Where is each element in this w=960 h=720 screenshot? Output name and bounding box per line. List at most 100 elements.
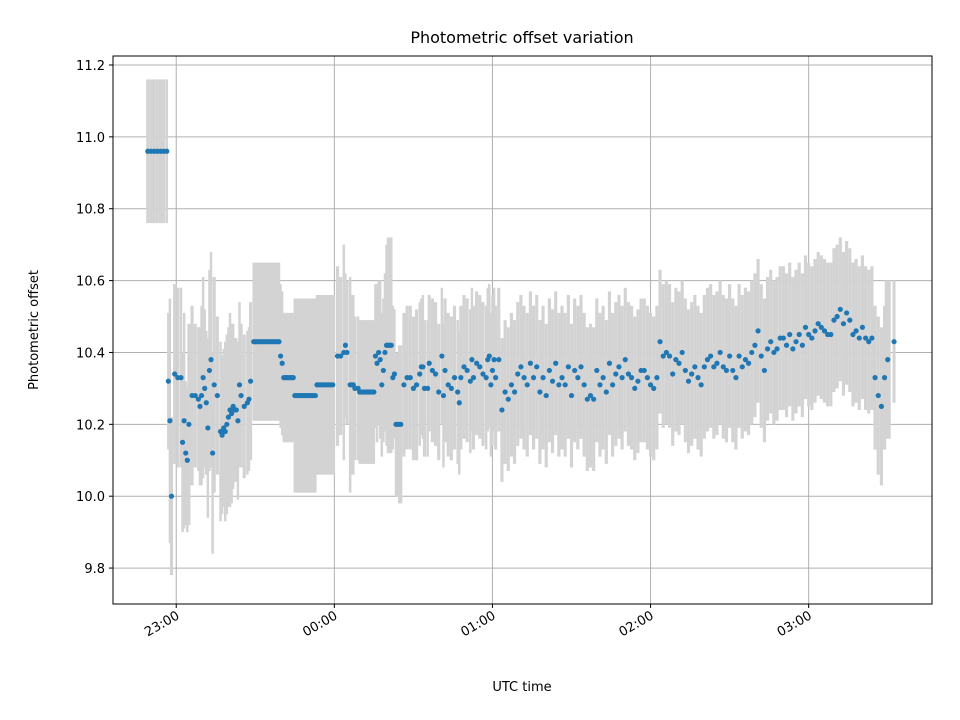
data-point [733, 375, 739, 381]
data-point [559, 375, 565, 381]
data-point [704, 357, 711, 363]
data-point [530, 375, 537, 381]
data-point [600, 375, 606, 381]
data-point [493, 375, 499, 381]
data-point [200, 375, 206, 381]
data-point [372, 353, 379, 359]
data-point [698, 382, 704, 388]
data-point [761, 367, 768, 374]
data-point [651, 385, 657, 391]
data-point [856, 335, 862, 341]
data-point [379, 382, 385, 388]
data-point [543, 392, 549, 399]
data-point [502, 389, 508, 395]
data-point [165, 378, 171, 384]
data-point [225, 414, 232, 420]
data-point [374, 360, 380, 366]
data-point [717, 349, 723, 356]
data-point [837, 306, 843, 312]
data-point [587, 392, 594, 399]
data-point [853, 328, 859, 334]
data-point [480, 371, 486, 377]
data-point [632, 385, 638, 391]
data-point [330, 382, 336, 388]
data-point [641, 367, 647, 374]
data-point [613, 371, 619, 377]
data-point [603, 389, 609, 395]
data-point [692, 364, 698, 370]
y-tick-label: 11.0 [76, 131, 105, 146]
data-point [679, 349, 685, 356]
x-tick-label: 02:00 [617, 608, 657, 640]
data-point [290, 375, 296, 381]
data-point [181, 418, 187, 424]
data-point [787, 331, 793, 338]
data-point [685, 378, 692, 384]
data-point [491, 357, 497, 363]
data-point [376, 349, 382, 356]
data-point [628, 375, 635, 381]
data-point [436, 389, 442, 395]
data-point [619, 375, 625, 381]
data-point [755, 328, 761, 334]
data-point [208, 357, 214, 363]
data-point [461, 364, 467, 370]
data-point [736, 353, 742, 359]
x-tick-label: 03:00 [775, 608, 815, 640]
data-point [806, 331, 812, 338]
data-point [622, 357, 628, 363]
data-point [597, 382, 603, 388]
data-point [483, 375, 489, 381]
data-point [869, 335, 875, 341]
data-point [670, 371, 676, 377]
data-point [676, 360, 682, 366]
data-point [663, 349, 669, 356]
data-point [222, 428, 228, 435]
data-point [228, 410, 235, 417]
data-point [238, 392, 244, 399]
data-point [549, 378, 556, 384]
y-tick-label: 10.4 [76, 346, 105, 361]
data-point [553, 360, 559, 366]
data-point [739, 364, 745, 370]
data-point [764, 346, 771, 352]
data-point [774, 346, 780, 352]
x-tick-label: 01:00 [459, 608, 499, 640]
data-point [657, 339, 663, 345]
data-point [192, 392, 198, 399]
data-point [508, 382, 515, 388]
data-point [666, 353, 673, 359]
data-point [205, 425, 211, 431]
data-point [584, 396, 590, 402]
data-point [682, 367, 688, 374]
data-point [866, 339, 872, 345]
x-axis-label: UTC time [492, 680, 551, 695]
data-point [714, 360, 720, 366]
data-point [391, 371, 398, 377]
data-point [206, 367, 213, 374]
y-tick-label: 10.2 [76, 418, 105, 433]
data-point [540, 375, 546, 381]
data-point [456, 400, 462, 406]
x-tick-label: 00:00 [300, 608, 340, 640]
data-point [695, 375, 701, 381]
data-point [572, 367, 578, 374]
data-point [723, 367, 730, 374]
data-point [247, 378, 254, 384]
data-point [568, 392, 575, 399]
data-points [145, 148, 897, 499]
data-point [891, 339, 897, 345]
y-axis-label: Photometric offset [27, 270, 42, 390]
data-point [183, 450, 189, 456]
y-tick-label: 10.8 [76, 203, 105, 218]
data-point [377, 357, 383, 363]
data-point [644, 375, 651, 381]
data-point [413, 382, 420, 388]
data-point [477, 364, 483, 370]
data-point [847, 317, 853, 323]
data-point [771, 349, 777, 356]
data-point [783, 342, 790, 348]
data-point [167, 418, 173, 424]
data-point [455, 389, 461, 395]
